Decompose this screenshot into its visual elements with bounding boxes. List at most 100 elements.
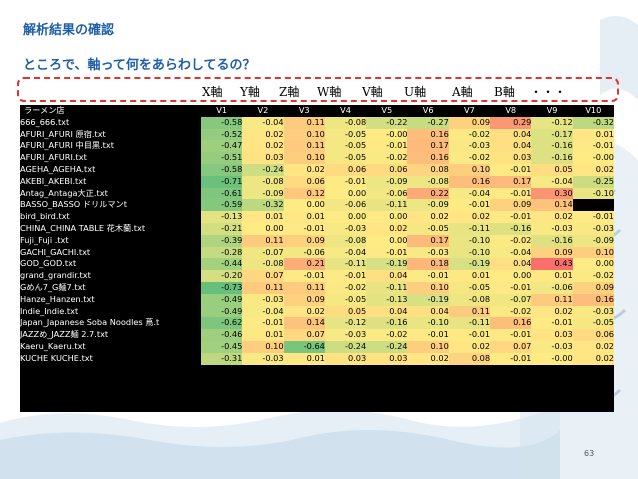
value-cell: 0.02 xyxy=(572,163,614,176)
value-cell: -0.27 xyxy=(407,116,449,129)
value-cell: 0.11 xyxy=(531,293,573,306)
value-cell: -0.11 xyxy=(366,199,408,212)
row-name-cell: grand_grandir.txt xyxy=(20,270,91,281)
value-cell: -0.08 xyxy=(324,234,367,247)
column-header: V6 xyxy=(422,105,434,115)
value-cell: -0.04 xyxy=(242,305,284,318)
value-cell: 0.09 xyxy=(572,281,614,294)
value-cell: 0.01 xyxy=(283,352,325,365)
axis-label-x: X軸 xyxy=(202,85,223,99)
value-cell: 0.09 xyxy=(283,234,325,247)
value-cell: -0.31 xyxy=(201,352,243,365)
column-header: V7 xyxy=(464,105,475,115)
value-cell: -0.09 xyxy=(572,234,614,247)
column-header: V1 xyxy=(216,105,228,115)
value-cell: -0.02 xyxy=(366,329,408,341)
table-row: GOD_GOD.txt -0.44 -0.08 0.21 -0.11 -0.19 0.18-… xyxy=(20,258,614,271)
value-cell: -0.03 xyxy=(572,222,614,235)
row-name-cell: AGEHA_AGEHA.txt xyxy=(20,163,96,174)
value-cell: 0.02 xyxy=(448,340,491,353)
value-cell: -0.17 xyxy=(531,128,573,141)
value-cell: 0.02 xyxy=(407,352,449,365)
value-cell: -0.16 xyxy=(531,234,573,247)
column-header: V9 xyxy=(546,105,558,115)
axis-label-w: W軸 xyxy=(317,85,342,99)
value-cell: 0.29 xyxy=(490,116,532,129)
value-cell: -0.06 xyxy=(366,187,408,200)
value-cell: -0.11 xyxy=(448,317,491,330)
row-name-cell: Indie_Indie.txt xyxy=(20,305,79,316)
value-cell: -0.06 xyxy=(283,246,325,259)
value-cell: 0.04 xyxy=(490,258,532,271)
value-cell: -0.05 xyxy=(572,317,614,330)
value-cell: 0.30 xyxy=(531,187,573,200)
value-cell: -0.16 xyxy=(490,222,532,235)
page-number: 63 xyxy=(584,449,595,458)
row-name-cell: Kaeru_Kaeru.txt xyxy=(20,340,86,351)
row-name-cell: KUCHE KUCHE.txt xyxy=(20,352,93,363)
value-cell: 0.02 xyxy=(531,211,573,223)
value-cell: -0.01 xyxy=(407,270,449,282)
value-cell: -0.03 xyxy=(531,340,573,353)
table-row: Gめん7_G麺7.txt -0.73 0.11 0.11 -0.02 -0.11 0.10-… xyxy=(20,281,614,294)
value-cell: -0.03 xyxy=(324,329,367,341)
value-cell: 0.21 xyxy=(283,258,325,271)
value-cell: 0.16 xyxy=(448,175,491,188)
value-cell: -0.07 xyxy=(490,293,532,306)
value-cell: 0.02 xyxy=(283,305,325,318)
axis-label-v: V軸 xyxy=(362,85,383,99)
value-cell: -0.09 xyxy=(242,187,284,200)
table-row: Fuji_Fuji .txt -0.39 0.11 0.09 -0.08 0.00 0.17… xyxy=(20,234,614,247)
value-cell: 0.04 xyxy=(366,305,408,318)
value-cell: -0.05 xyxy=(324,152,367,164)
value-cell: -0.47 xyxy=(201,140,243,153)
value-cell: 0.16 xyxy=(490,317,532,330)
value-cell: -0.04 xyxy=(448,187,491,200)
value-cell: -0.12 xyxy=(324,317,367,330)
table-row: 666_666.txt -0.58 -0.04 0.11 -0.08 -0.22 -0.27… xyxy=(20,116,614,129)
value-cell: -0.03 xyxy=(242,293,284,306)
table-row: Japan_Japanese Soba Noodles 蔦.t -0.62 -0.0… xyxy=(20,317,614,330)
value-cell: -0.05 xyxy=(324,128,367,141)
value-cell: -0.04 xyxy=(242,116,284,129)
value-cell: -0.46 xyxy=(201,329,243,341)
value-cell: -0.02 xyxy=(448,128,491,141)
row-name-cell: Fuji_Fuji .txt xyxy=(20,234,69,245)
value-cell: -0.08 xyxy=(324,116,367,129)
value-cell: -0.58 xyxy=(201,163,243,176)
value-cell: -0.01 xyxy=(366,140,408,153)
value-cell: -0.49 xyxy=(201,305,243,318)
value-cell: -0.19 xyxy=(407,293,449,306)
row-name-cell: BASSO_BASSO ドリルマンt xyxy=(20,199,127,210)
value-cell: 0.04 xyxy=(490,140,532,153)
row-name-cell: AFURI_AFURI 中目黒.txt xyxy=(20,140,114,151)
value-cell: -0.01 xyxy=(490,352,532,365)
value-cell: 0.17 xyxy=(490,175,532,188)
value-cell: 0.01 xyxy=(283,211,325,223)
value-cell: -0.10 xyxy=(448,246,491,259)
value-cell: 0.05 xyxy=(531,163,573,176)
value-cell: 0.09 xyxy=(283,293,325,306)
row-name-cell: Antag_Antaga大正.txt xyxy=(20,187,108,198)
value-cell: -0.03 xyxy=(448,140,491,153)
value-cell: 0.03 xyxy=(324,352,367,365)
value-cell: -0.00 xyxy=(366,128,408,141)
value-cell: -0.04 xyxy=(531,175,573,188)
row-name-cell: GOD_GOD.txt xyxy=(20,258,77,269)
table-row: Kaeru_Kaeru.txt -0.45 0.10 -0.64 -0.24 -0.24 0… xyxy=(20,340,614,353)
value-cell: -0.09 xyxy=(366,175,408,188)
value-cell: -0.02 xyxy=(448,152,491,164)
value-cell: -0.03 xyxy=(324,222,367,235)
value-cell: 0.03 xyxy=(242,152,284,164)
value-cell: -0.08 xyxy=(242,175,284,188)
value-cell: 0.01 xyxy=(242,211,284,223)
table-row: Antag_Antaga大正.txt -0.61 -0.09 0.12 0.00 -0.0… xyxy=(20,187,614,200)
table-row: grand_grandir.txt -0.20 0.07 -0.01 -0.01 0.04… xyxy=(20,270,614,282)
value-cell: -0.09 xyxy=(407,199,449,212)
value-cell: 0.07 xyxy=(242,270,284,282)
value-cell: 0.06 xyxy=(366,163,408,176)
value-cell: -0.04 xyxy=(324,246,367,259)
value-cell: -0.01 xyxy=(490,281,532,294)
value-cell: -0.08 xyxy=(448,293,491,306)
table-header-row: ラーメン店 V1 V2 V3 V4 V5 V6 V7 V8 V9 V10 xyxy=(20,105,614,117)
